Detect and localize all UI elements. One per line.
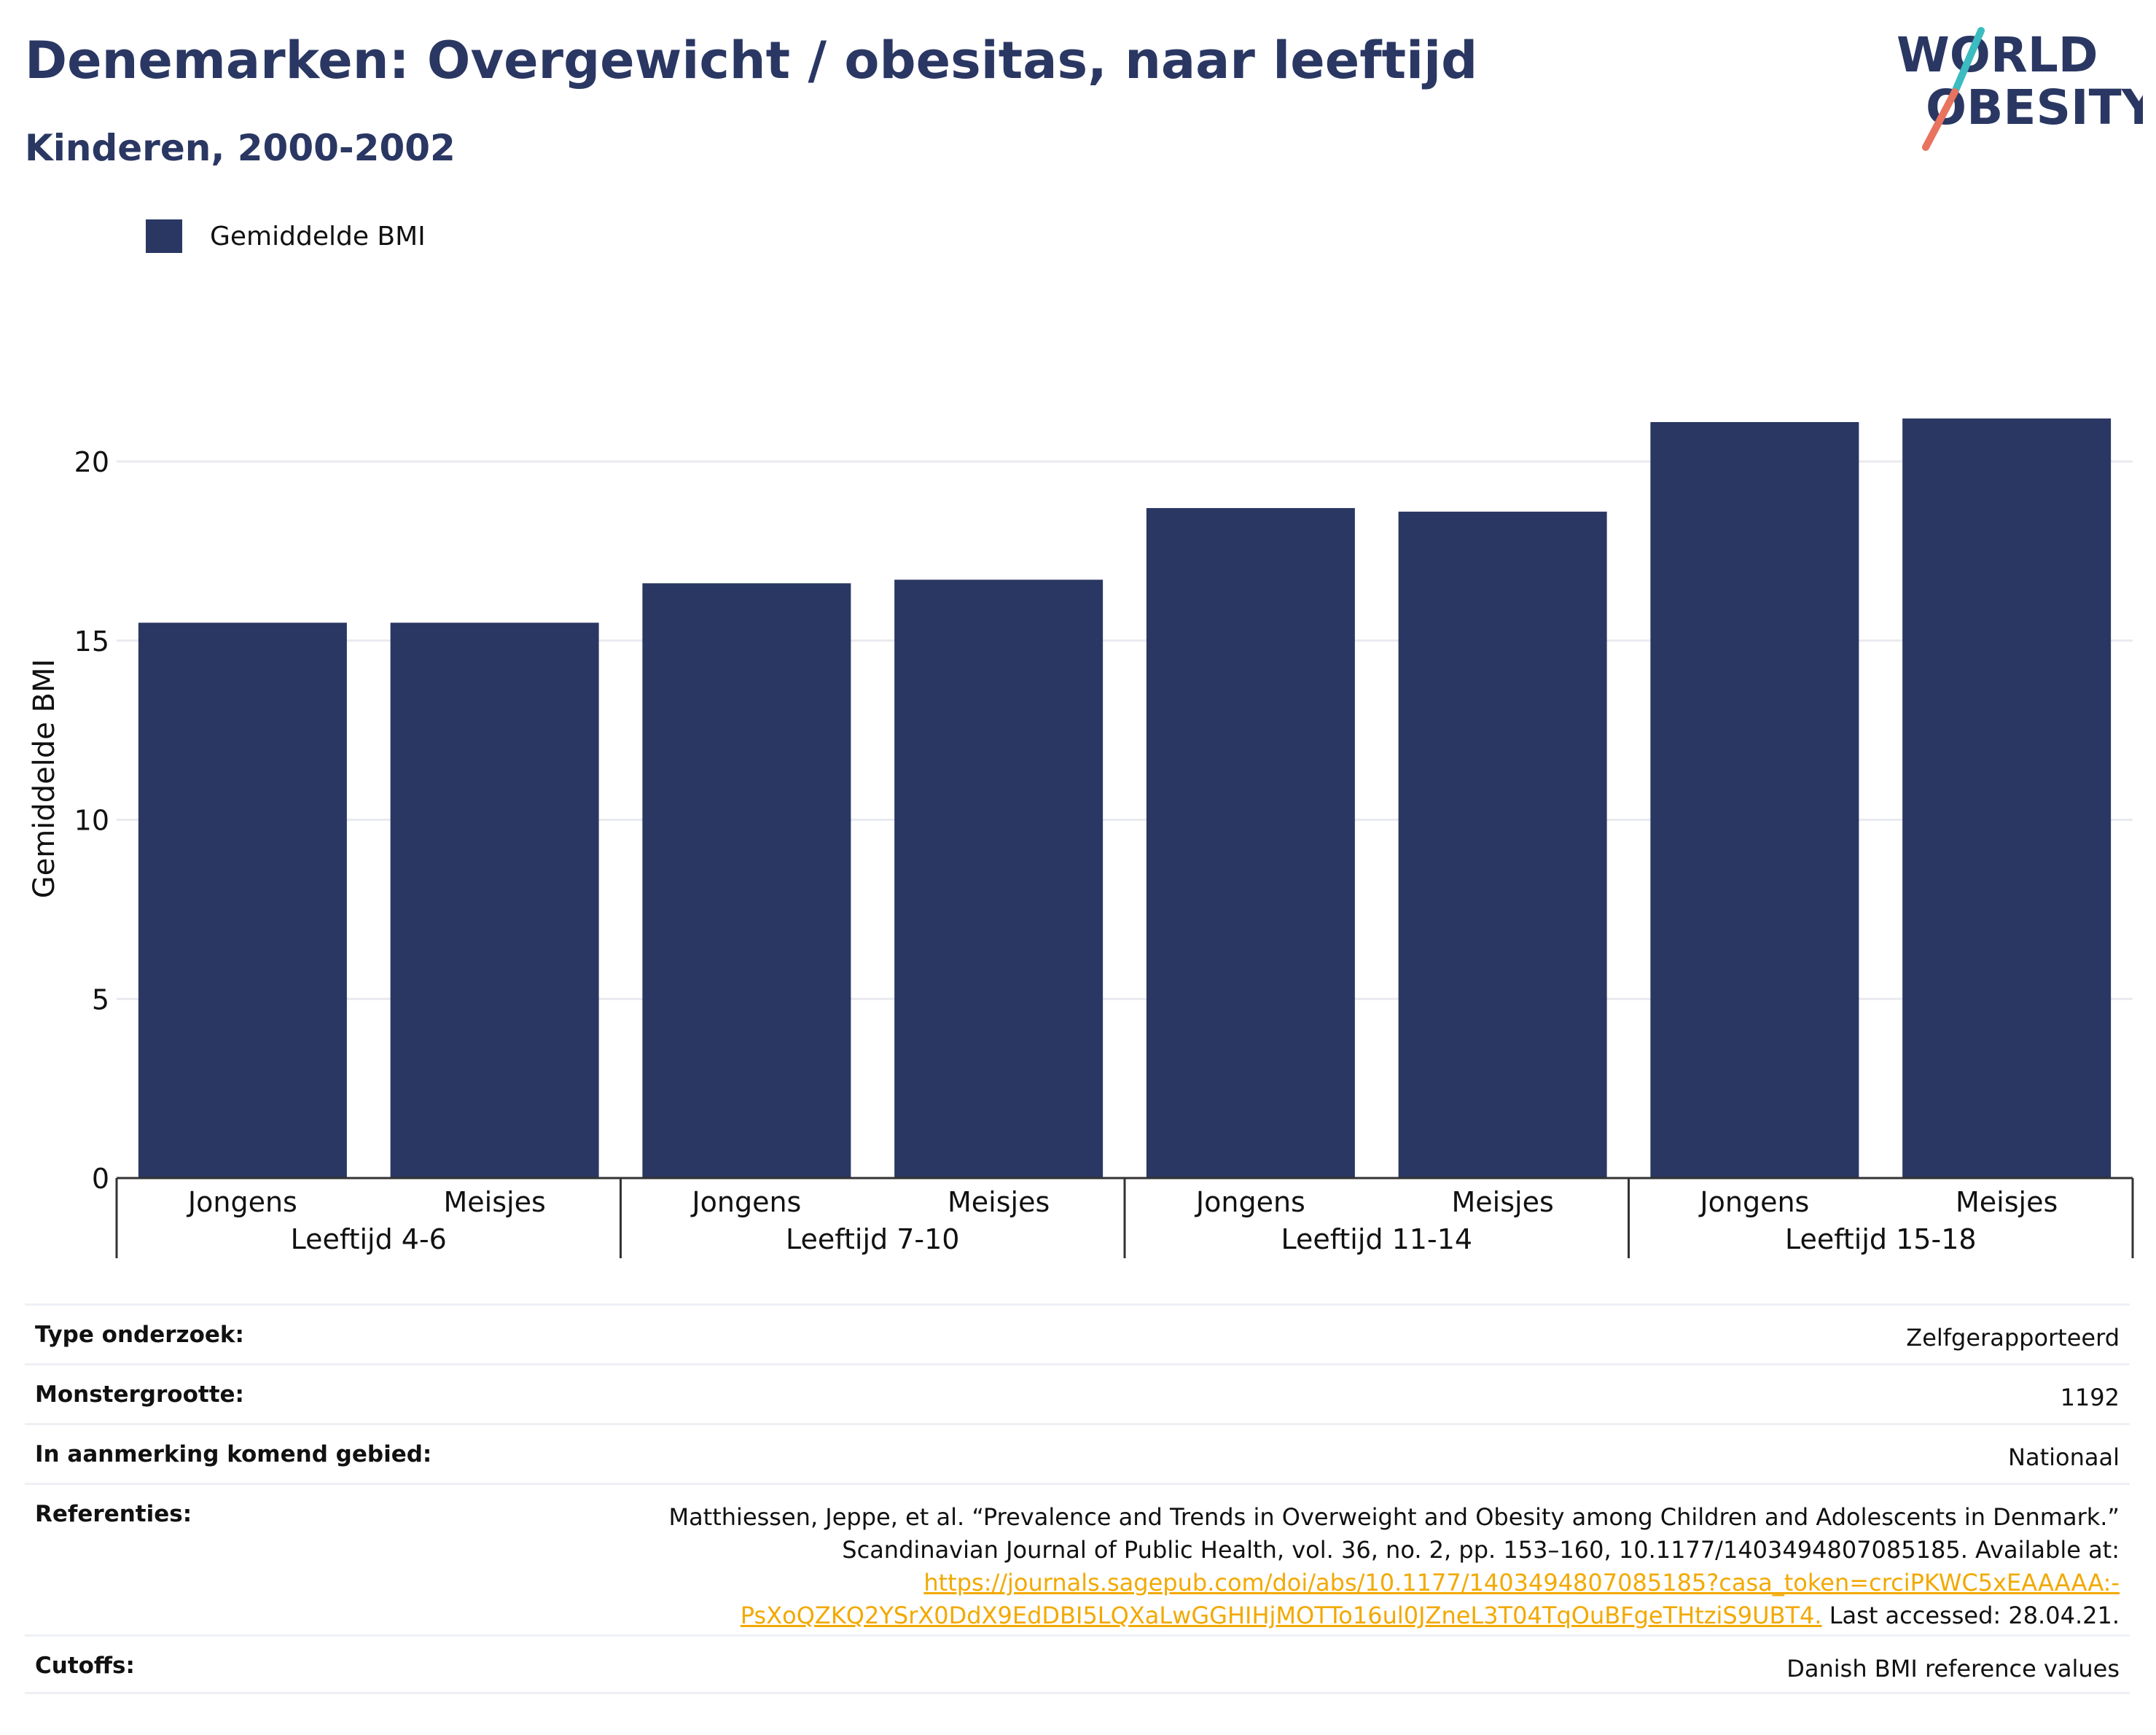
logo-text-obesity: OBESITY bbox=[1926, 79, 2143, 136]
meta-label-area: In aanmerking komend gebied: bbox=[35, 1441, 432, 1467]
x-category-label: Meisjes bbox=[1451, 1186, 1553, 1218]
meta-row-type: Type onderzoek: Zelfgerapporteerd bbox=[25, 1303, 2130, 1363]
page-subtitle: Kinderen, 2000-2002 bbox=[25, 127, 456, 169]
y-tick-label: 20 bbox=[74, 446, 109, 478]
y-tick-label: 0 bbox=[92, 1163, 109, 1195]
meta-value-cutoffs: Danish BMI reference values bbox=[1786, 1655, 2120, 1683]
bar[interactable] bbox=[894, 580, 1104, 1178]
logo-text-world: WORLD bbox=[1897, 27, 2098, 83]
x-category-label: Jongens bbox=[187, 1186, 297, 1218]
x-group-label: Leeftijd 4-6 bbox=[291, 1223, 447, 1255]
meta-row-references: Referenties: Matthiessen, Jeppe, et al. … bbox=[25, 1483, 2130, 1634]
bars bbox=[138, 418, 2112, 1179]
meta-row-area: In aanmerking komend gebied: Nationaal bbox=[25, 1423, 2130, 1483]
bar[interactable] bbox=[642, 583, 851, 1178]
meta-value-references: Matthiessen, Jeppe, et al. “Prevalence a… bbox=[668, 1501, 2130, 1632]
x-group-label: Leeftijd 15-18 bbox=[1785, 1223, 1977, 1255]
meta-label-references: Referenties: bbox=[35, 1501, 192, 1527]
x-category-label: Meisjes bbox=[1956, 1186, 2058, 1218]
x-category-label: Meisjes bbox=[948, 1186, 1050, 1218]
x-group-label: Leeftijd 7-10 bbox=[786, 1223, 959, 1255]
bar[interactable] bbox=[1902, 418, 2112, 1179]
reference-line-1: Matthiessen, Jeppe, et al. “Prevalence a… bbox=[668, 1503, 2120, 1531]
meta-value-type: Zelfgerapporteerd bbox=[1906, 1324, 2120, 1352]
reference-link-part-2[interactable]: PsXoQZKQ2YSrX0DdX9EdDBI5LQXaLwGGHIHjMOTT… bbox=[740, 1602, 1822, 1629]
reference-link-part-1[interactable]: https://journals.sagepub.com/doi/abs/10.… bbox=[923, 1569, 2120, 1596]
meta-value-area: Nationaal bbox=[2008, 1443, 2120, 1471]
bar[interactable] bbox=[390, 623, 599, 1178]
meta-label-cutoffs: Cutoffs: bbox=[35, 1653, 135, 1679]
reference-last-accessed: Last accessed: 28.04.21. bbox=[1821, 1602, 2120, 1629]
meta-value-sample: 1192 bbox=[2060, 1384, 2120, 1411]
x-category-label: Jongens bbox=[1195, 1186, 1305, 1218]
meta-label-sample: Monstergrootte: bbox=[35, 1381, 244, 1408]
meta-row-sample: Monstergrootte: 1192 bbox=[25, 1363, 2130, 1423]
bar[interactable] bbox=[1146, 507, 1355, 1178]
bar[interactable] bbox=[138, 623, 347, 1178]
bar[interactable] bbox=[1398, 511, 1607, 1178]
meta-label-type: Type onderzoek: bbox=[35, 1322, 244, 1348]
y-tick-label: 10 bbox=[74, 805, 109, 837]
x-category-label: Jongens bbox=[1698, 1186, 1809, 1218]
x-group-label: Leeftijd 11-14 bbox=[1281, 1223, 1472, 1255]
y-tick-label: 15 bbox=[74, 625, 109, 658]
logo-slash-coral bbox=[1922, 88, 1958, 151]
legend-label: Gemiddelde BMI bbox=[210, 221, 426, 252]
logo-slash-teal bbox=[1951, 27, 1985, 95]
meta-row-cutoffs: Cutoffs: Danish BMI reference values bbox=[25, 1634, 2130, 1694]
legend-swatch bbox=[146, 219, 182, 253]
x-category-label: Jongens bbox=[690, 1186, 801, 1218]
bar[interactable] bbox=[1650, 421, 1859, 1179]
metadata-table: Type onderzoek: Zelfgerapporteerd Monste… bbox=[25, 1303, 2130, 1694]
reference-line-2: Scandinavian Journal of Public Health, v… bbox=[842, 1536, 2120, 1564]
world-obesity-logo: WORLD OBESITY bbox=[1897, 27, 2143, 151]
y-tick-label: 5 bbox=[92, 983, 109, 1015]
bar-chart: 0 5 10 15 20 Jongens Meisjes Leeftijd 4-6 Jongen… bbox=[28, 418, 2134, 1258]
chart-legend[interactable]: Gemiddelde BMI bbox=[146, 217, 426, 255]
axes: 0 5 10 15 20 Jongens Meisjes Leeftijd 4-6 Jongen… bbox=[74, 446, 2134, 1258]
y-axis-label: Gemiddelde BMI bbox=[28, 659, 61, 899]
page-title: Denemarken: Overgewicht / obesitas, naar… bbox=[25, 31, 1478, 90]
x-category-label: Meisjes bbox=[443, 1186, 545, 1218]
